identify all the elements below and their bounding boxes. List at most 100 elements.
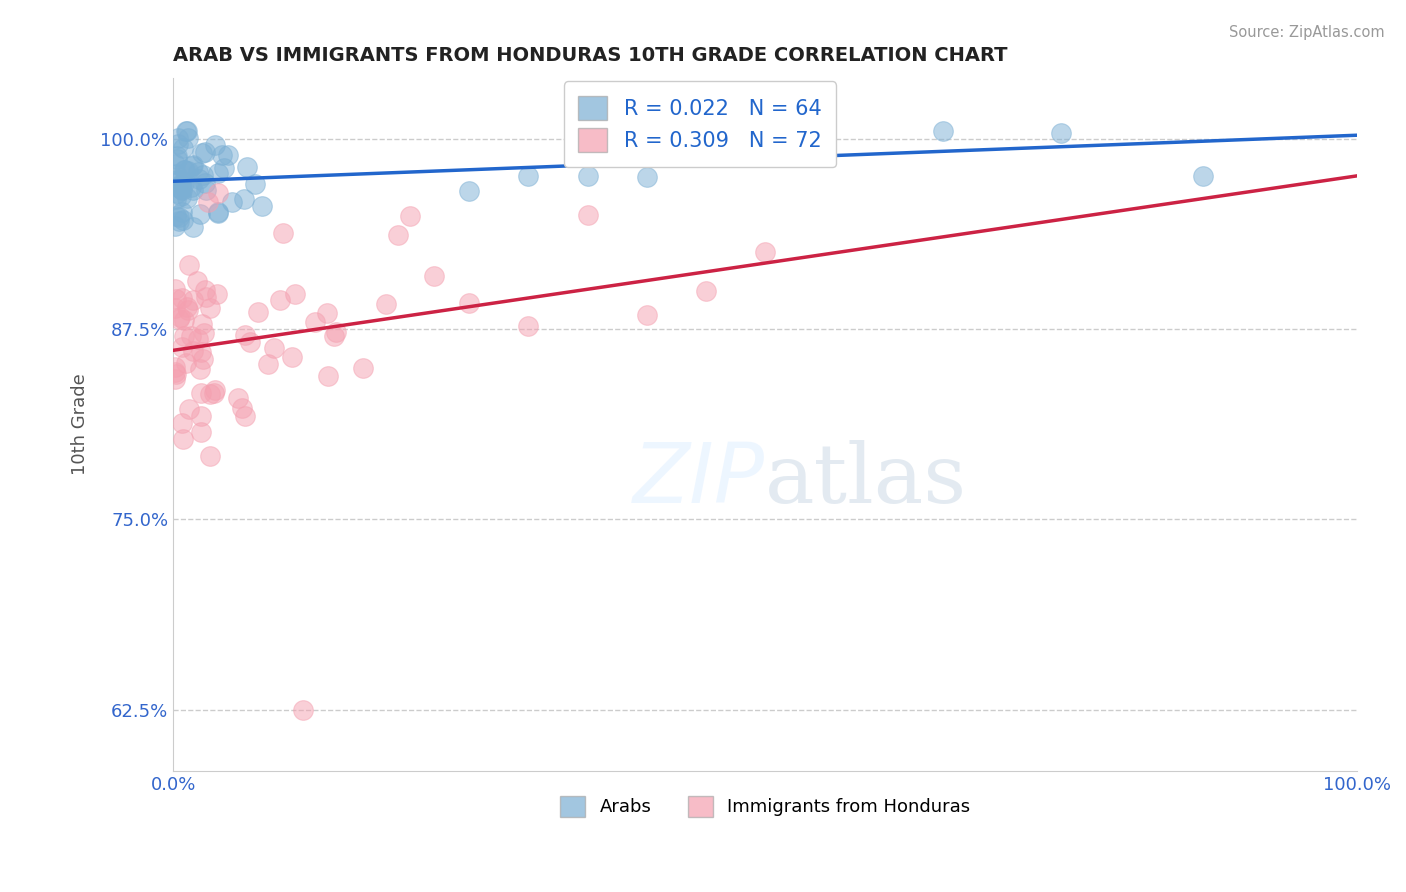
- Point: [167, 131, 190, 145]
- Point: [754, 245, 776, 260]
- Point: [169, 214, 191, 228]
- Point: [165, 210, 187, 224]
- Point: [231, 401, 253, 416]
- Point: [163, 219, 186, 233]
- Point: [211, 147, 233, 161]
- Point: [232, 192, 254, 206]
- Point: [269, 293, 291, 308]
- Point: [1192, 169, 1215, 183]
- Point: [204, 383, 226, 397]
- Point: [187, 165, 209, 179]
- Point: [399, 210, 422, 224]
- Point: [191, 318, 214, 332]
- Point: [352, 360, 374, 375]
- Point: [271, 226, 294, 240]
- Point: [177, 302, 200, 317]
- Point: [193, 168, 215, 182]
- Point: [205, 287, 228, 301]
- Point: [194, 145, 217, 160]
- Point: [316, 305, 339, 319]
- Point: [169, 312, 191, 326]
- Point: [517, 319, 540, 334]
- Point: [166, 186, 188, 200]
- Point: [375, 296, 398, 310]
- Point: [226, 391, 249, 405]
- Point: [165, 167, 187, 181]
- Point: [198, 387, 221, 401]
- Text: atlas: atlas: [765, 440, 967, 520]
- Point: [233, 409, 256, 423]
- Point: [387, 228, 409, 243]
- Point: [458, 184, 481, 198]
- Point: [170, 416, 193, 430]
- Point: [172, 141, 194, 155]
- Point: [191, 146, 214, 161]
- Point: [173, 162, 195, 177]
- Point: [190, 344, 212, 359]
- Point: [172, 432, 194, 446]
- Y-axis label: 10th Grade: 10th Grade: [72, 374, 89, 475]
- Point: [174, 356, 197, 370]
- Point: [172, 291, 194, 305]
- Point: [422, 268, 444, 283]
- Point: [163, 372, 186, 386]
- Point: [167, 210, 190, 224]
- Point: [180, 180, 202, 194]
- Point: [202, 386, 225, 401]
- Point: [176, 191, 198, 205]
- Text: Source: ZipAtlas.com: Source: ZipAtlas.com: [1229, 25, 1385, 40]
- Point: [246, 305, 269, 319]
- Point: [1050, 126, 1073, 140]
- Point: [263, 341, 285, 355]
- Point: [166, 149, 188, 163]
- Point: [195, 290, 218, 304]
- Point: [169, 310, 191, 324]
- Point: [173, 176, 195, 190]
- Point: [165, 365, 187, 379]
- Point: [316, 368, 339, 383]
- Point: [186, 275, 208, 289]
- Point: [181, 183, 204, 197]
- Point: [187, 332, 209, 346]
- Point: [166, 152, 188, 166]
- Point: [695, 128, 717, 142]
- Point: [173, 313, 195, 327]
- Point: [181, 159, 204, 173]
- Point: [167, 136, 190, 151]
- Point: [176, 124, 198, 138]
- Point: [207, 205, 229, 219]
- Point: [280, 350, 302, 364]
- Point: [165, 367, 187, 381]
- Point: [173, 329, 195, 343]
- Point: [177, 130, 200, 145]
- Point: [174, 124, 197, 138]
- Point: [236, 161, 259, 175]
- Point: [181, 219, 204, 234]
- Point: [200, 301, 222, 315]
- Point: [180, 329, 202, 343]
- Point: [169, 181, 191, 195]
- Point: [245, 177, 267, 191]
- Point: [174, 162, 197, 177]
- Point: [636, 308, 658, 322]
- Point: [190, 386, 212, 401]
- Point: [172, 213, 194, 227]
- Point: [195, 184, 218, 198]
- Point: [179, 258, 201, 272]
- Point: [169, 188, 191, 202]
- Legend: Arabs, Immigrants from Honduras: Arabs, Immigrants from Honduras: [553, 789, 977, 824]
- Point: [197, 195, 219, 210]
- Text: ZIP: ZIP: [633, 439, 765, 520]
- Point: [194, 283, 217, 297]
- Point: [183, 158, 205, 172]
- Point: [193, 352, 215, 367]
- Point: [176, 301, 198, 315]
- Point: [177, 164, 200, 178]
- Point: [172, 340, 194, 354]
- Text: ARAB VS IMMIGRANTS FROM HONDURAS 10TH GRADE CORRELATION CHART: ARAB VS IMMIGRANTS FROM HONDURAS 10TH GR…: [173, 46, 1008, 65]
- Point: [325, 325, 347, 339]
- Point: [458, 296, 481, 310]
- Point: [257, 358, 280, 372]
- Point: [170, 177, 193, 191]
- Point: [292, 703, 315, 717]
